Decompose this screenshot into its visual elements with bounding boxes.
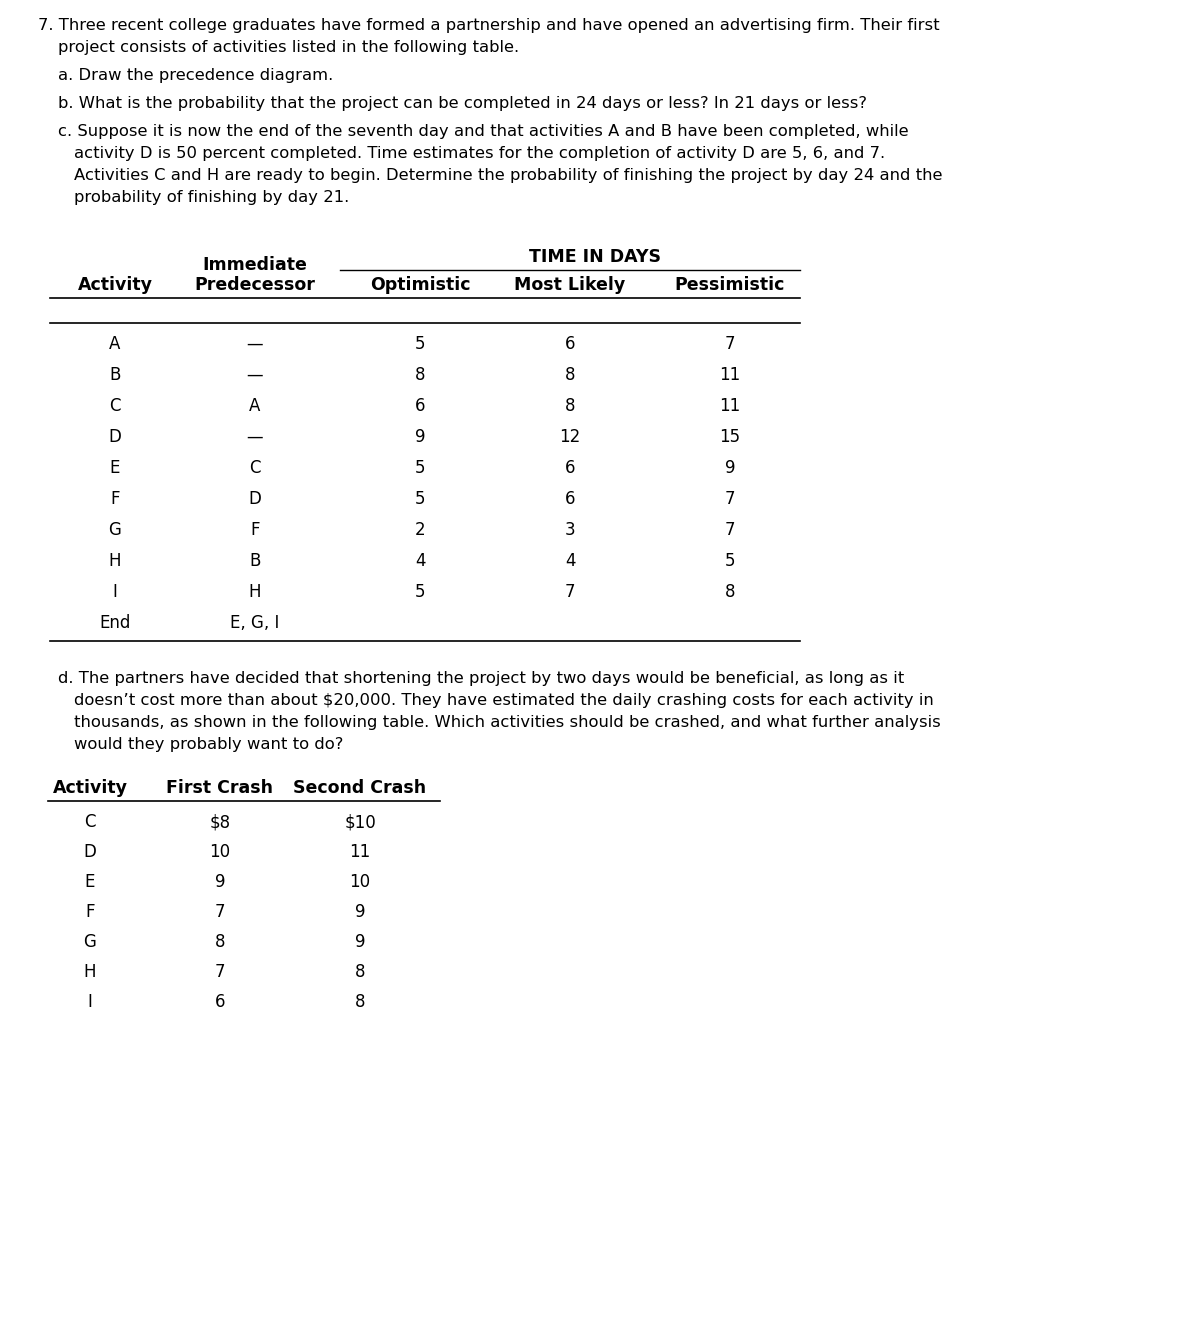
Text: Activities C and H are ready to begin. Determine the probability of finishing th: Activities C and H are ready to begin. D… [74,168,942,182]
Text: 8: 8 [725,583,736,601]
Text: C: C [109,397,121,416]
Text: H: H [109,551,121,570]
Text: 8: 8 [355,963,365,980]
Text: H: H [84,963,96,980]
Text: 7. Three recent college graduates have formed a partnership and have opened an a: 7. Three recent college graduates have f… [38,19,940,33]
Text: E: E [85,872,95,891]
Text: F: F [85,903,95,920]
Text: 11: 11 [719,397,740,416]
Text: G: G [108,521,121,539]
Text: project consists of activities listed in the following table.: project consists of activities listed in… [58,40,520,55]
Text: 7: 7 [725,490,736,507]
Text: B: B [250,551,260,570]
Text: Second Crash: Second Crash [294,779,426,797]
Text: would they probably want to do?: would they probably want to do? [74,737,343,753]
Text: 7: 7 [565,583,575,601]
Text: E, G, I: E, G, I [230,614,280,631]
Text: $10: $10 [344,813,376,831]
Text: doesn’t cost more than about $20,000. They have estimated the daily crashing cos: doesn’t cost more than about $20,000. Th… [74,693,934,709]
Text: 5: 5 [415,583,425,601]
Text: 4: 4 [565,551,575,570]
Text: —: — [247,428,263,446]
Text: 8: 8 [565,366,575,384]
Text: 7: 7 [725,521,736,539]
Text: —: — [247,336,263,353]
Text: activity D is 50 percent completed. Time estimates for the completion of activit: activity D is 50 percent completed. Time… [74,147,886,161]
Text: b. What is the probability that the project can be completed in 24 days or less?: b. What is the probability that the proj… [58,96,866,111]
Text: 11: 11 [349,843,371,860]
Text: 5: 5 [725,551,736,570]
Text: Optimistic: Optimistic [370,276,470,294]
Text: 8: 8 [215,932,226,951]
Text: Predecessor: Predecessor [194,276,316,294]
Text: Activity: Activity [78,276,152,294]
Text: TIME IN DAYS: TIME IN DAYS [529,248,661,266]
Text: 4: 4 [415,551,425,570]
Text: First Crash: First Crash [167,779,274,797]
Text: 9: 9 [355,932,365,951]
Text: A: A [109,336,121,353]
Text: D: D [108,428,121,446]
Text: 6: 6 [565,490,575,507]
Text: 8: 8 [355,992,365,1011]
Text: 6: 6 [415,397,425,416]
Text: 7: 7 [725,336,736,353]
Text: C: C [84,813,96,831]
Text: Most Likely: Most Likely [515,276,625,294]
Text: D: D [248,490,262,507]
Text: 5: 5 [415,460,425,477]
Text: 10: 10 [210,843,230,860]
Text: c. Suppose it is now the end of the seventh day and that activities A and B have: c. Suppose it is now the end of the seve… [58,124,908,139]
Text: F: F [110,490,120,507]
Text: A: A [250,397,260,416]
Text: D: D [84,843,96,860]
Text: thousands, as shown in the following table. Which activities should be crashed, : thousands, as shown in the following tab… [74,715,941,730]
Text: 9: 9 [725,460,736,477]
Text: I: I [88,992,92,1011]
Text: B: B [109,366,121,384]
Text: Activity: Activity [53,779,127,797]
Text: 9: 9 [415,428,425,446]
Text: 15: 15 [720,428,740,446]
Text: E: E [110,460,120,477]
Text: 2: 2 [415,521,425,539]
Text: a. Draw the precedence diagram.: a. Draw the precedence diagram. [58,68,334,83]
Text: 6: 6 [215,992,226,1011]
Text: probability of finishing by day 21.: probability of finishing by day 21. [74,190,349,205]
Text: 6: 6 [565,460,575,477]
Text: G: G [84,932,96,951]
Text: d. The partners have decided that shortening the project by two days would be be: d. The partners have decided that shorte… [58,671,905,686]
Text: Pessimistic: Pessimistic [674,276,785,294]
Text: $8: $8 [210,813,230,831]
Text: H: H [248,583,262,601]
Text: 9: 9 [355,903,365,920]
Text: 5: 5 [415,490,425,507]
Text: 7: 7 [215,963,226,980]
Text: 10: 10 [349,872,371,891]
Text: 3: 3 [565,521,575,539]
Text: I: I [113,583,118,601]
Text: C: C [250,460,260,477]
Text: F: F [251,521,259,539]
Text: 5: 5 [415,336,425,353]
Text: 8: 8 [565,397,575,416]
Text: 6: 6 [565,336,575,353]
Text: 8: 8 [415,366,425,384]
Text: —: — [247,366,263,384]
Text: End: End [100,614,131,631]
Text: 11: 11 [719,366,740,384]
Text: Immediate: Immediate [203,256,307,274]
Text: 9: 9 [215,872,226,891]
Text: 12: 12 [559,428,581,446]
Text: 7: 7 [215,903,226,920]
